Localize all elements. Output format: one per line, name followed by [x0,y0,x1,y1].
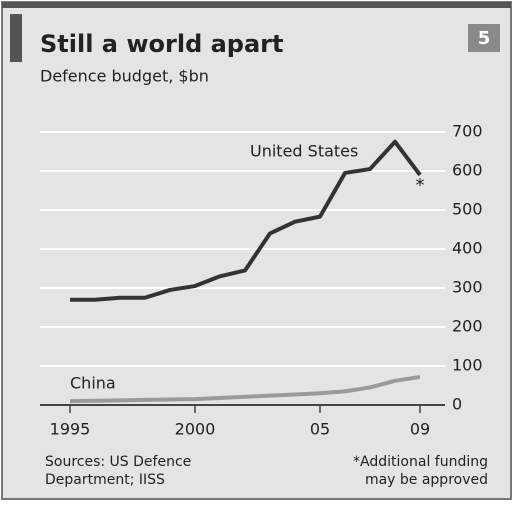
y-tick-label: 400 [452,239,483,258]
x-tick-label: 1995 [50,420,91,439]
side-tab [10,14,22,62]
x-tick-label: 05 [310,420,330,439]
x-tick-label: 2000 [175,420,216,439]
panel-number: 5 [478,28,491,49]
chart-title: Still a world apart [40,30,283,58]
x-tick-label: 09 [410,420,430,439]
top-rule [2,2,511,8]
y-tick-label: 100 [452,356,483,375]
series-label: United States [250,142,358,161]
y-tick-label: 300 [452,278,483,297]
y-tick-label: 500 [452,200,483,219]
y-tick-label: 200 [452,317,483,336]
note: may be approved [365,472,488,488]
source: Department; IISS [45,472,165,488]
marker-label: * [416,175,425,196]
series-line [70,139,422,302]
note: *Additional funding [353,454,488,470]
series-line [69,374,421,404]
chart-subtitle: Defence budget, $bn [40,67,209,86]
source: Sources: US Defence [45,454,191,470]
panel-number-box [468,24,500,52]
y-tick-label: 600 [452,161,483,180]
y-tick-label: 0 [452,395,462,414]
y-tick-label: 700 [452,122,483,141]
series-label: China [70,374,116,393]
